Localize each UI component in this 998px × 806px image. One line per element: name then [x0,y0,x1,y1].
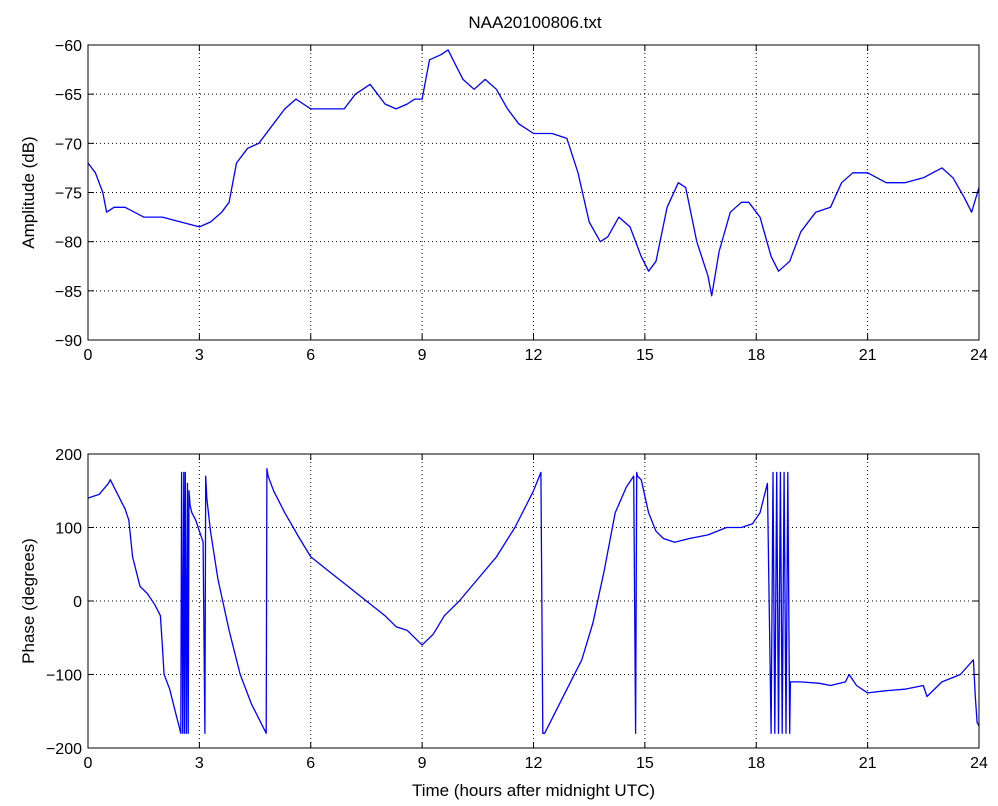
amplitude-y-axis-label: Amplitude (dB) [19,136,38,248]
amplitude-y-tick-label: −90 [55,333,82,350]
amplitude-ticks: 0 3 6 9 12 15 18 21 24 −90 −85 −80 −75 −70 −65 −60 [55,38,988,364]
phase-y-tick-label: −100 [46,668,82,685]
amplitude-x-tick-label: 3 [195,347,204,364]
amplitude-x-tick-label: 15 [636,347,654,364]
figure-title: NAA20100806.txt [468,13,602,32]
amplitude-x-tick-label: 24 [970,347,988,364]
phase-x-tick-label: 18 [747,755,765,772]
amplitude-x-tick-label: 21 [859,347,877,364]
phase-grid [88,454,979,748]
amplitude-y-tick-label: −85 [55,284,82,301]
amplitude-plot-area [87,49,980,297]
phase-y-tick-label: 0 [73,594,82,611]
phase-x-tick-label: 6 [306,755,315,772]
phase-x-tick-label: 12 [525,755,543,772]
phase-x-tick-label: 15 [636,755,654,772]
amplitude-axes: 0 3 6 9 12 15 18 21 24 −90 −85 −80 −75 −70 −65 −60 Ampl… [19,38,988,364]
phase-y-tick-label: 200 [55,447,82,464]
amplitude-grid [88,45,979,340]
amplitude-y-tick-label: −60 [55,38,82,55]
amplitude-series-line [87,49,980,297]
phase-y-axis-label: Phase (degrees) [19,538,38,664]
amplitude-x-tick-label: 6 [306,347,315,364]
amplitude-y-tick-label: −80 [55,235,82,252]
amplitude-y-tick-label: −75 [55,186,82,203]
phase-plot-area [87,468,980,734]
amplitude-x-tick-label: 9 [418,347,427,364]
amplitude-x-tick-label: 18 [747,347,765,364]
phase-x-tick-label: 3 [195,755,204,772]
phase-series-line [87,468,980,734]
phase-axes: 0 3 6 9 12 15 18 21 24 −200 −100 0 100 200 Phase (deg… [19,447,988,800]
phase-x-tick-label: 0 [84,755,93,772]
amplitude-x-tick-label: 12 [525,347,543,364]
phase-x-axis-label: Time (hours after midnight UTC) [412,781,655,800]
phase-x-tick-label: 9 [418,755,427,772]
amplitude-y-tick-label: −70 [55,136,82,153]
phase-x-tick-label: 24 [970,755,988,772]
amplitude-x-tick-label: 0 [84,347,93,364]
phase-y-tick-label: 100 [55,521,82,538]
phase-ticks: 0 3 6 9 12 15 18 21 24 −200 −100 0 100 200 [46,447,988,772]
amplitude-y-tick-label: −65 [55,87,82,104]
phase-x-tick-label: 21 [859,755,877,772]
phase-y-tick-label: −200 [46,741,82,758]
